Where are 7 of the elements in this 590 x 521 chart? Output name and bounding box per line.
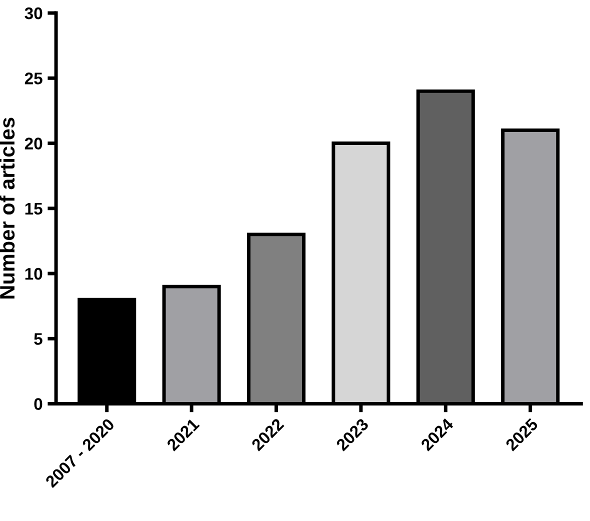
y-tick-label: 10	[25, 268, 42, 280]
y-tick-label: 15	[25, 202, 42, 215]
y-tick-label: 25	[24, 72, 42, 84]
y-tick-label: 0	[34, 398, 42, 410]
y-tick-label: 30	[24, 7, 42, 20]
y-tick-label: 5	[34, 333, 42, 345]
y-tick-label: 20	[24, 138, 42, 150]
